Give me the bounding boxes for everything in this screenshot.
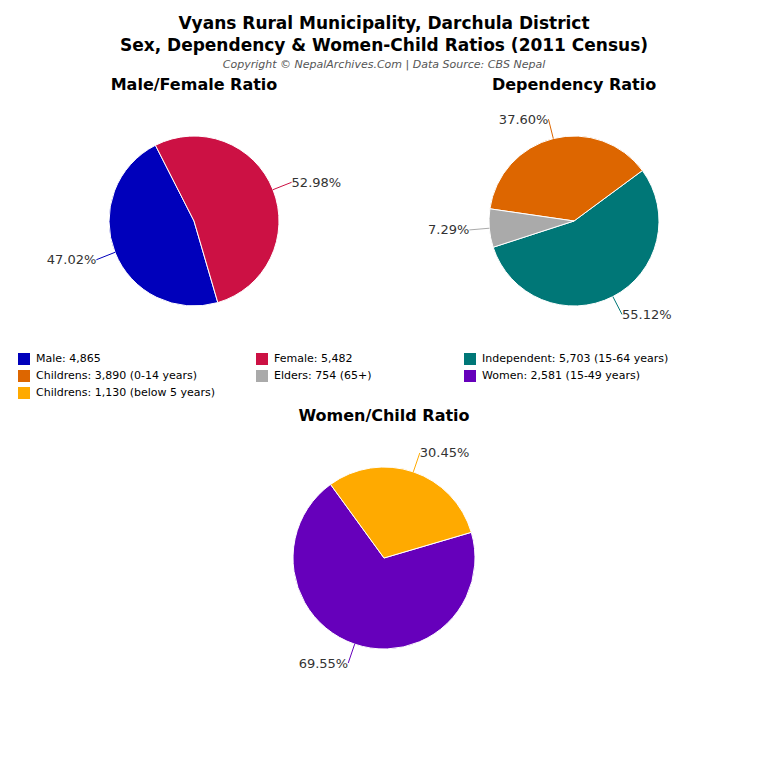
html-text:Elders: 754 (65+): Elders: 754 (65+) — [274, 369, 372, 382]
svg-text:30.45%: 30.45% — [420, 445, 470, 460]
svg-text:7.29%: 7.29% — [428, 222, 469, 237]
html-text:Male: 4,865: Male: 4,865 — [36, 352, 101, 365]
html-text:Female: 5,482: Female: 5,482 — [274, 352, 353, 365]
html-text:Women: 2,581 (15-49 years): Women: 2,581 (15-49 years) — [482, 369, 640, 382]
svg-text:37.60%: 37.60% — [499, 112, 549, 127]
html-text:Sex, Dependency & Women-Child: Sex, Dependency & Women-Child Ratios (20… — [119, 35, 649, 55]
svg-text:69.55%: 69.55% — [299, 656, 349, 671]
html-text:Dependency Ratio: Dependency Ratio — [491, 75, 657, 94]
html-text:Childrens: 3,890 (0-14 years): Childrens: 3,890 (0-14 years) — [36, 369, 197, 382]
html-text:Copyright © NepalArchives.Com: Copyright © NepalArchives.Com | Data Sou… — [222, 58, 546, 71]
svg-text:55.12%: 55.12% — [622, 307, 672, 322]
html-text:Male/Female Ratio: Male/Female Ratio — [110, 75, 278, 94]
html-text:Vyans Rural Municipality, Darc: Vyans Rural Municipality, Darchula Distr… — [178, 13, 590, 33]
html-text:Childrens: 1,130 (below 5 year: Childrens: 1,130 (below 5 years) — [36, 386, 216, 399]
html-text:Independent: 5,703 (15-64 year: Independent: 5,703 (15-64 years) — [482, 352, 669, 365]
svg-text:47.02%: 47.02% — [47, 252, 97, 267]
html-text:Women/Child Ratio: Women/Child Ratio — [298, 406, 470, 425]
svg-text:52.98%: 52.98% — [292, 175, 342, 190]
